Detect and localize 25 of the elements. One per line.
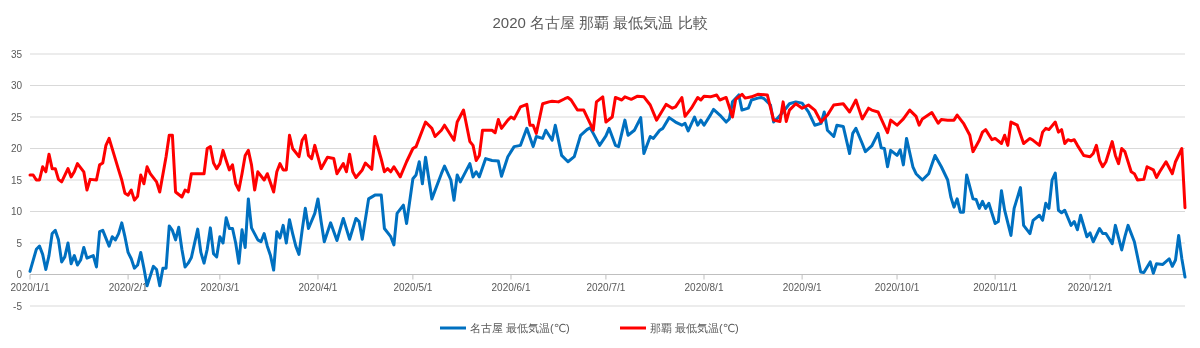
y-tick-label: -5 (13, 300, 23, 312)
x-tick-label: 2020/6/1 (491, 281, 531, 293)
y-tick-label: 25 (10, 111, 23, 123)
line-series (28, 92, 1187, 210)
legend-label: 那覇 最低気温(℃) (650, 321, 739, 334)
x-tick-label: 2020/2/1 (108, 281, 148, 293)
y-tick-label: 10 (10, 206, 23, 217)
y-tick-label: 5 (16, 237, 23, 249)
y-tick-label: 20 (10, 143, 23, 154)
x-tick-label: 2020/4/1 (298, 281, 338, 293)
x-tick-label: 2020/10/1 (874, 281, 920, 293)
chart-title: 2020 名古屋 那覇 最低気温 比較 (492, 14, 708, 31)
y-tick-label: 30 (10, 80, 23, 91)
y-tick-label: 15 (10, 174, 23, 186)
y-tick-label: 0 (16, 269, 23, 280)
x-tick-label: 2020/1/1 (10, 281, 50, 293)
x-tick-label: 2020/7/1 (586, 281, 626, 293)
x-tick-label: 2020/5/1 (393, 281, 433, 293)
x-tick-label: 2020/12/1 (1067, 281, 1113, 293)
y-tick-label: 35 (10, 48, 23, 60)
x-tick-label: 2020/8/1 (684, 281, 724, 293)
x-tick-label: 2020/11/1 (973, 281, 1018, 293)
x-tick-label: 2020/3/1 (200, 281, 240, 293)
legend-label: 名古屋 最低気温(℃) (470, 321, 570, 334)
x-tick-label: 2020/9/1 (782, 281, 823, 293)
